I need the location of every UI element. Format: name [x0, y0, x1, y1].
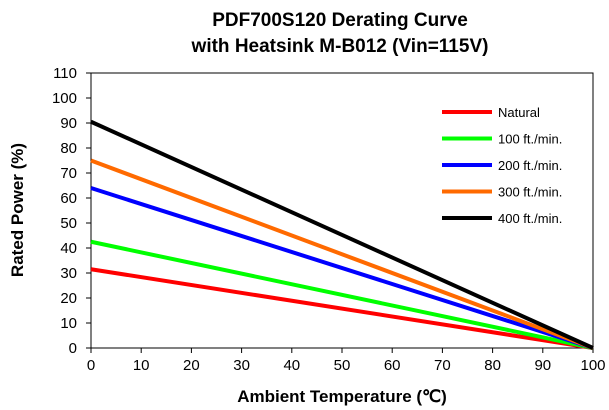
- x-tick-label: 100: [580, 357, 605, 374]
- legend-label: 300 ft./min.: [498, 185, 562, 200]
- chart-title-line-1: PDF700S120 Derating Curve: [212, 10, 468, 31]
- legend-label: 200 ft./min.: [498, 158, 562, 173]
- x-tick-label: 90: [534, 357, 551, 374]
- y-tick-label: 20: [60, 290, 77, 307]
- y-tick-label: 90: [60, 115, 77, 132]
- y-tick-label: 60: [60, 190, 77, 207]
- y-axis-label: Rated Power (%): [8, 143, 27, 277]
- series-line-3: [90, 186, 594, 350]
- series-lines: [90, 119, 594, 350]
- y-tick-label: 30: [60, 265, 77, 282]
- x-tick-label: 50: [334, 357, 351, 374]
- x-tick-label: 30: [233, 357, 250, 374]
- plot-area: 0 10 20 30 40 50 60 70 80 90 100 0 10 20 30 40 50 60 70 80…: [52, 65, 606, 374]
- y-tick-label: 100: [52, 90, 77, 107]
- legend-label: Natural: [498, 105, 540, 120]
- x-axis-ticks: 0 10 20 30 40 50 60 70 80 90 100: [87, 348, 606, 374]
- y-tick-label: 0: [69, 340, 77, 357]
- y-tick-label: 110: [53, 65, 77, 82]
- legend-label: 400 ft./min.: [498, 211, 562, 226]
- x-tick-label: 60: [384, 357, 401, 374]
- y-tick-label: 70: [60, 165, 77, 182]
- series-line-4: [90, 158, 594, 350]
- x-tick-label: 70: [434, 357, 451, 374]
- series-line-1: [90, 267, 594, 350]
- y-tick-label: 80: [60, 140, 77, 157]
- x-axis-label: Ambient Temperature (℃): [237, 387, 447, 406]
- y-tick-label: 10: [60, 315, 77, 332]
- x-tick-label: 80: [484, 357, 501, 374]
- chart-title-line-2: with Heatsink M-B012 (Vin=115V): [191, 36, 489, 57]
- series-line-2: [90, 239, 594, 350]
- x-tick-label: 40: [283, 357, 300, 374]
- y-axis-ticks: 0 10 20 30 40 50 60 70 80 90 100 110: [52, 65, 91, 357]
- y-tick-label: 40: [60, 240, 77, 257]
- series-line-5: [90, 119, 594, 350]
- x-tick-label: 0: [87, 357, 95, 374]
- legend-label: 100 ft./min.: [498, 132, 562, 147]
- x-tick-label: 10: [133, 357, 150, 374]
- x-tick-label: 20: [183, 357, 200, 374]
- y-tick-label: 50: [60, 215, 77, 232]
- legend: Natural 100 ft./min. 200 ft./min. 300 ft./m…: [442, 105, 562, 226]
